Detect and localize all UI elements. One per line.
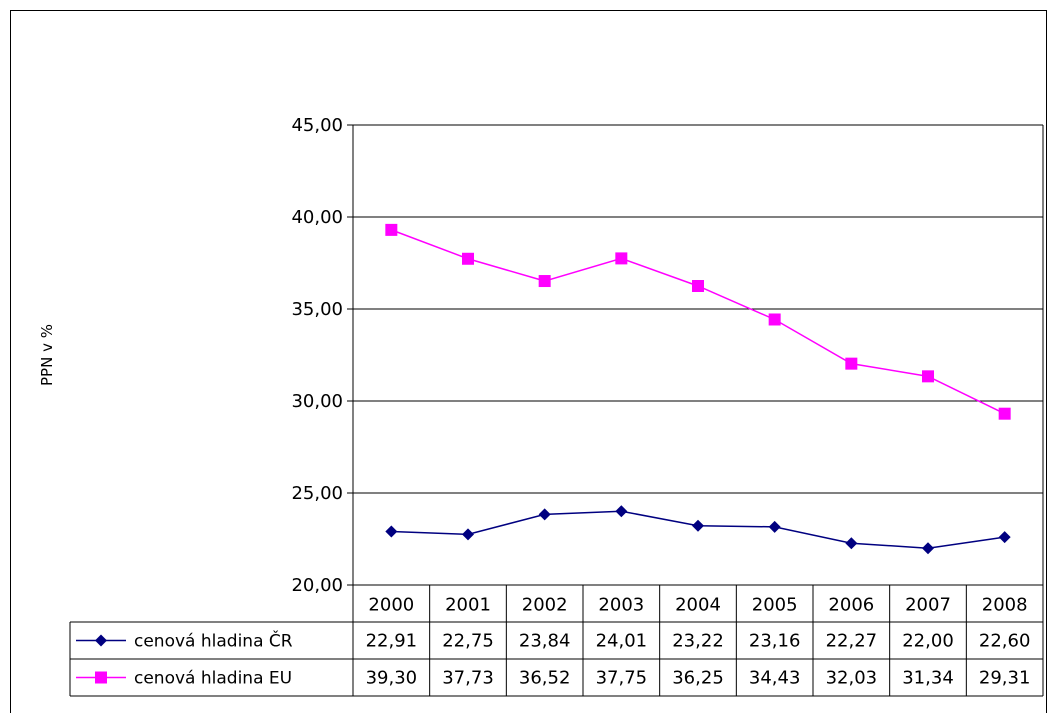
data-point <box>538 275 551 288</box>
y-tick-label: 40,00 <box>291 207 343 228</box>
table-cell: 36,52 <box>519 668 571 689</box>
x-tick-label: 2008 <box>982 595 1028 616</box>
data-point <box>768 313 781 326</box>
table-cell: 34,43 <box>749 668 801 689</box>
table-cell: 36,25 <box>672 668 724 689</box>
data-point <box>845 537 858 550</box>
y-tick-label: 20,00 <box>291 575 343 596</box>
data-point <box>692 280 704 292</box>
table-cell: 23,16 <box>749 631 801 652</box>
data-point <box>385 525 398 538</box>
x-tick-label: 2002 <box>522 595 568 616</box>
data-point <box>922 370 934 383</box>
table-cell: 29,31 <box>979 668 1031 689</box>
y-axis-label: PPN v % <box>38 324 56 386</box>
x-tick-label: 2001 <box>445 595 491 616</box>
table-cell: 23,22 <box>672 631 724 652</box>
x-tick-label: 2005 <box>752 595 798 616</box>
legend-label: cenová hladina ČR <box>134 630 293 652</box>
data-point <box>998 531 1011 544</box>
table-cell: 24,01 <box>596 631 648 652</box>
data-point <box>922 542 934 555</box>
y-tick-label: 30,00 <box>291 391 343 412</box>
table-cell: 37,75 <box>596 668 648 689</box>
data-point <box>615 252 628 265</box>
y-tick-label: 25,00 <box>291 483 343 504</box>
data-point <box>462 252 474 265</box>
table-cell: 32,03 <box>826 668 878 689</box>
x-tick-label: 2003 <box>598 595 644 616</box>
legend-label: cenová hladina EU <box>134 669 292 689</box>
table-cell: 22,91 <box>366 631 418 652</box>
y-tick-label: 35,00 <box>291 299 343 320</box>
legend-marker <box>95 671 107 684</box>
x-tick-label: 2004 <box>675 595 721 616</box>
table-cell: 22,75 <box>442 631 494 652</box>
table-cell: 31,34 <box>902 668 954 689</box>
legend-marker <box>95 634 107 647</box>
x-tick-label: 2000 <box>368 595 414 616</box>
table-cell: 23,84 <box>519 631 571 652</box>
table-cell: 22,27 <box>826 631 878 652</box>
data-point <box>768 520 781 533</box>
x-tick-label: 2006 <box>828 595 874 616</box>
series-line <box>391 229 1005 415</box>
data-point <box>998 407 1011 420</box>
data-point <box>692 519 704 532</box>
data-point <box>845 357 858 370</box>
x-tick-label: 2007 <box>905 595 951 616</box>
table-cell: 22,00 <box>902 631 954 652</box>
table-cell: 22,60 <box>979 631 1031 652</box>
y-tick-label: 45,00 <box>291 115 343 136</box>
data-point <box>462 528 474 541</box>
table-cell: 39,30 <box>366 668 418 689</box>
table-cell: 37,73 <box>442 668 494 689</box>
data-point <box>538 508 551 521</box>
data-point <box>385 223 398 236</box>
data-point <box>615 505 628 518</box>
